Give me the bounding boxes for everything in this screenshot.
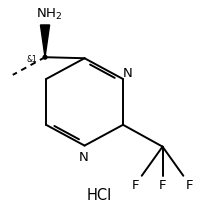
Text: F: F: [185, 179, 193, 192]
Polygon shape: [41, 25, 49, 57]
Text: NH$_2$: NH$_2$: [36, 7, 62, 22]
Text: F: F: [159, 179, 166, 192]
Text: &1: &1: [27, 55, 38, 64]
Text: HCl: HCl: [87, 188, 112, 203]
Text: N: N: [79, 151, 88, 164]
Text: F: F: [132, 179, 140, 192]
Text: N: N: [123, 67, 133, 80]
Circle shape: [43, 55, 47, 59]
